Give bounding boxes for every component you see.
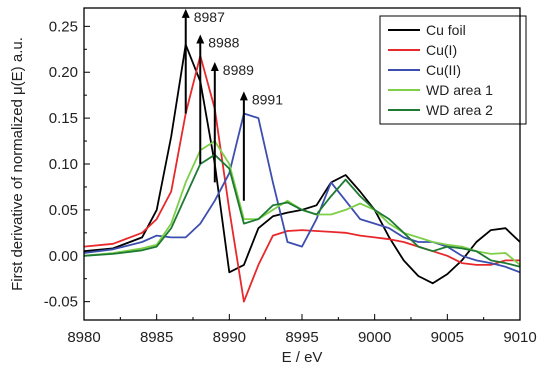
y-axis-title: First derivative of normalized μ(E) a.u.	[9, 37, 26, 291]
x-tick-label: 9005	[431, 329, 464, 346]
y-tick-label: 0.00	[49, 248, 78, 265]
annotation-label-0: 8987	[194, 9, 225, 25]
series-line-1	[83, 54, 520, 303]
y-tick-label: -0.05	[44, 294, 78, 311]
annotation-arrowhead-1	[196, 34, 205, 44]
y-tick-label: 0.25	[49, 18, 78, 35]
legend-label-1: Cu(I)	[426, 42, 457, 58]
series-lines	[83, 43, 521, 303]
x-tick-label: 8990	[213, 329, 246, 346]
axes: 8980 8985 8990 8995 9000 9005 9010 -0.05 0.00 0.0…	[44, 18, 537, 346]
annotation-arrowhead-2	[210, 62, 219, 72]
series-line-4	[83, 153, 521, 268]
annotations: 8987 8988 8989 8991	[181, 8, 283, 201]
x-axis-title: E / eV	[282, 349, 323, 366]
y-tick-label: 0.05	[49, 202, 78, 219]
annotation-label-2: 8989	[223, 62, 254, 78]
y-tick-label: 0.10	[49, 156, 78, 173]
annotation-label-1: 8988	[208, 35, 239, 51]
series-line-0	[83, 43, 521, 285]
annotation-arrowhead-3	[239, 91, 248, 101]
plot-frame	[83, 7, 521, 321]
x-tick-label: 8995	[285, 329, 318, 346]
x-tick-label: 8980	[67, 329, 100, 346]
annotation-label-3: 8991	[252, 91, 283, 107]
y-tick-label: 0.20	[49, 64, 78, 81]
legend-label-4: WD area 2	[426, 102, 493, 118]
legend: Cu foil Cu(I) Cu(II) WD area 1 WD area 2	[379, 15, 527, 125]
legend-label-3: WD area 1	[426, 82, 493, 98]
x-tick-label: 9000	[358, 329, 391, 346]
x-tick-label: 9010	[503, 329, 536, 346]
annotation-arrowhead-0	[181, 8, 190, 18]
legend-label-2: Cu(II)	[426, 62, 461, 78]
y-tick-label: 0.15	[49, 110, 78, 127]
series-line-2	[83, 112, 521, 274]
legend-label-0: Cu foil	[426, 22, 466, 38]
x-tick-label: 8985	[140, 329, 173, 346]
